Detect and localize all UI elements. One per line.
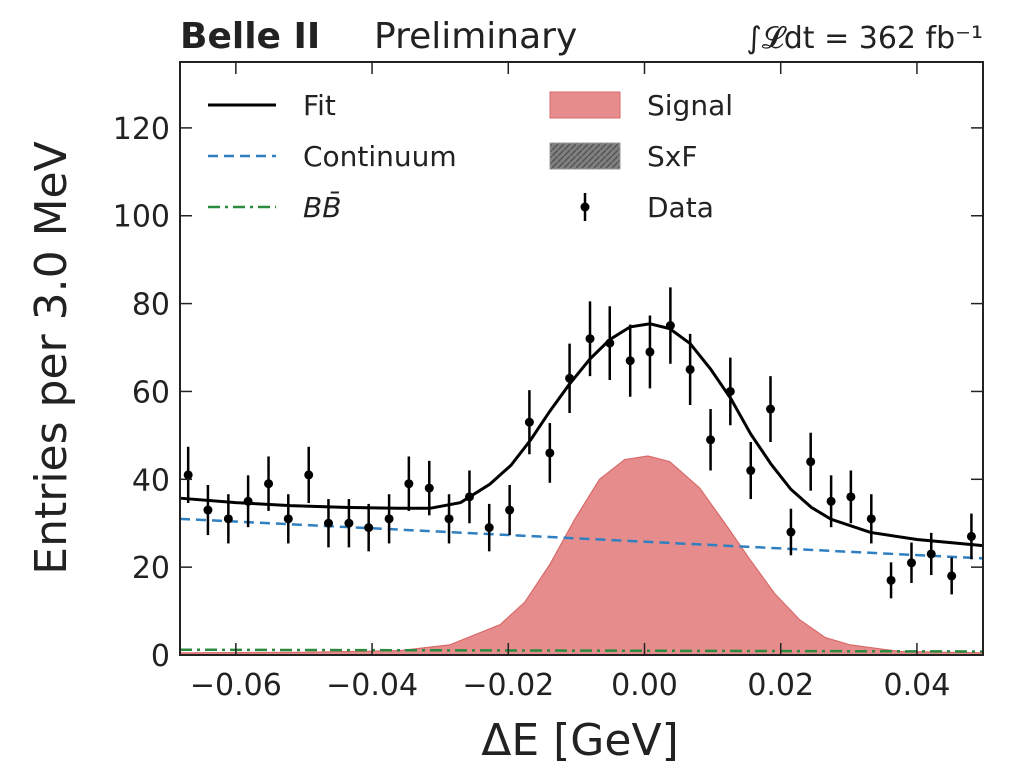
legend-label: Data: [647, 191, 714, 224]
x-tick-label: 0.02: [747, 668, 814, 703]
plot-area: [179, 287, 984, 656]
data-point: [424, 483, 434, 493]
data-point: [786, 527, 796, 537]
legend-patch: [549, 142, 621, 170]
x-tick-label: 0.04: [884, 668, 951, 703]
data-point: [746, 466, 756, 476]
data-point: [484, 523, 494, 533]
y-tick-label: 120: [113, 112, 170, 147]
data-point: [665, 321, 675, 331]
y-tick-label: 80: [132, 288, 170, 323]
chart-title: Belle II: [180, 16, 320, 57]
data-point: [966, 531, 976, 541]
y-tick-label: 60: [132, 375, 170, 410]
data-point: [323, 518, 333, 528]
data-point: [866, 514, 876, 524]
data-point: [725, 386, 735, 396]
x-tick-label: 0.00: [611, 668, 678, 703]
data-point: [183, 470, 193, 480]
legend-patch: [549, 91, 621, 119]
data-point: [344, 518, 354, 528]
legend-label: Signal: [647, 89, 733, 122]
data-point: [926, 549, 936, 559]
data-point: [203, 505, 213, 515]
x-axis-label: ΔE [GeV]: [481, 715, 678, 766]
luminosity: ∫𝓛dt = 362 fb⁻¹: [746, 21, 983, 56]
component-line: [179, 648, 984, 653]
data-point: [806, 457, 816, 467]
data-point: [243, 496, 253, 506]
fit-line: [179, 322, 984, 548]
data-point: [404, 479, 414, 489]
data-point: [524, 417, 534, 427]
data-point: [444, 514, 454, 524]
y-tick-label: 100: [113, 200, 170, 235]
legend-label: SxF: [647, 140, 697, 173]
data-point: [906, 558, 916, 568]
data-point: [545, 448, 555, 458]
y-tick-label: 20: [132, 551, 170, 586]
data-point: [304, 470, 314, 480]
data-point: [505, 505, 515, 515]
data-point: [685, 364, 695, 374]
data-point: [846, 492, 856, 502]
legend-label: BB̄: [303, 190, 341, 224]
data-point: [264, 479, 274, 489]
data-point: [706, 435, 716, 445]
data-point: [223, 514, 233, 524]
y-axis-label: Entries per 3.0 MeV: [26, 141, 77, 574]
legend-label: Continuum: [303, 140, 457, 173]
data-point: [625, 356, 635, 366]
data-point: [947, 571, 957, 581]
x-tick-label: −0.06: [190, 668, 282, 703]
legend-point: [580, 202, 590, 212]
data-point: [384, 514, 394, 524]
y-tick-label: 40: [132, 463, 170, 498]
data-point: [364, 523, 374, 533]
data-point: [605, 338, 615, 348]
chart-subtitle: Preliminary: [374, 16, 577, 57]
signal-area: [179, 455, 984, 656]
data-point: [645, 347, 655, 357]
plot-frame: [179, 61, 984, 656]
data-point: [766, 404, 776, 414]
data-point: [826, 496, 836, 506]
data-point: [585, 334, 595, 344]
data-point: [464, 492, 474, 502]
data-point: [565, 373, 575, 383]
legend-label: Fit: [303, 89, 336, 122]
component-line: [179, 517, 984, 560]
data-point: [283, 514, 293, 524]
data-point: [886, 575, 896, 585]
y-tick-label: 0: [151, 639, 170, 674]
x-tick-label: −0.04: [326, 668, 418, 703]
x-tick-label: −0.02: [462, 668, 554, 703]
